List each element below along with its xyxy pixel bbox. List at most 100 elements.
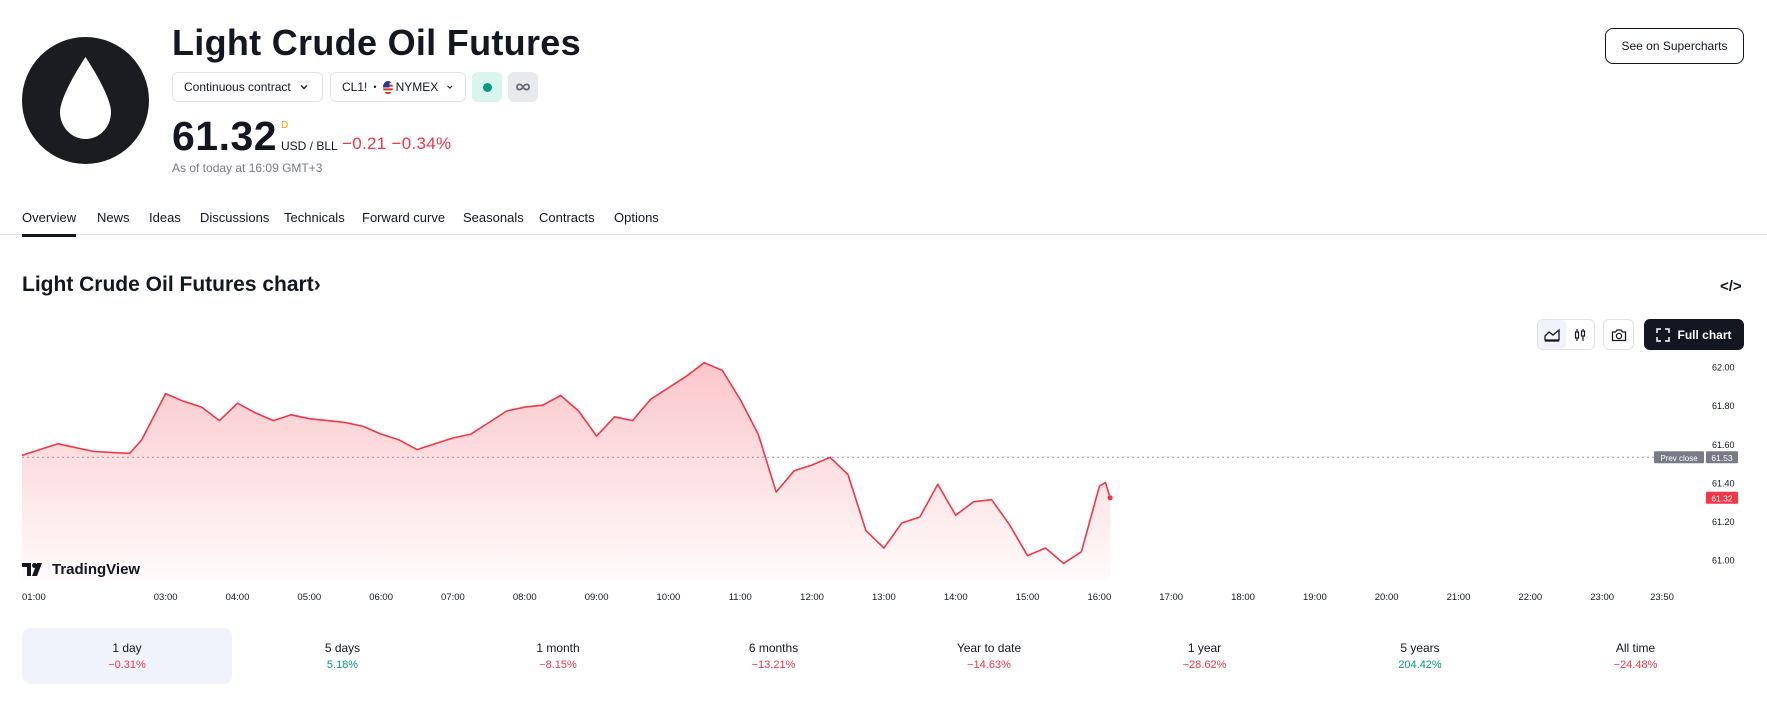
x-tick-label: 04:00	[226, 592, 250, 603]
price-area-fill	[22, 362, 1111, 580]
last-price-badge	[1706, 491, 1738, 504]
x-tick-label: 11:00	[729, 592, 752, 603]
x-tick-label: 23:50	[1650, 592, 1674, 603]
period-change: 5.18%	[326, 659, 359, 671]
x-tick-label: 08:00	[513, 592, 537, 603]
market-status-badge[interactable]	[472, 72, 502, 102]
tab-discussions[interactable]: Discussions	[200, 210, 270, 225]
period-label: 1 day	[112, 641, 142, 655]
x-tick-label: 21:00	[1447, 592, 1471, 603]
x-tick-label: 06:00	[369, 592, 393, 603]
tab-options[interactable]: Options	[614, 210, 659, 225]
snapshot-button[interactable]	[1603, 319, 1634, 350]
x-tick-label: 22:00	[1518, 592, 1542, 603]
y-tick-label: 62.00	[1712, 363, 1735, 373]
full-chart-button[interactable]: Full chart	[1644, 319, 1744, 350]
x-tick-label: 09:00	[585, 592, 609, 603]
x-tick-label: 05:00	[297, 592, 321, 603]
symbol-code: CL1!	[342, 80, 368, 94]
x-tick-label: 12:00	[800, 592, 824, 603]
period-1-month[interactable]: 1 month −8.15%	[453, 628, 663, 684]
period-6-months[interactable]: 6 months −13.21%	[669, 628, 879, 684]
camera-icon	[1611, 328, 1626, 341]
y-tick-label: 61.20	[1712, 517, 1735, 527]
x-tick-label: 03:00	[154, 592, 178, 603]
price-chart[interactable]: 62.00 61.80 61.60 61.40 61.20 61.00 Prev close…	[0, 355, 1767, 610]
last-price: 61.32	[172, 113, 278, 159]
prev-close-value: 61.53	[1711, 453, 1733, 463]
period-5-years[interactable]: 5 years 204.42%	[1315, 628, 1525, 684]
y-tick-label: 61.60	[1712, 440, 1735, 450]
period-change: −8.15%	[539, 659, 577, 671]
tab-seasonals[interactable]: Seasonals	[463, 210, 524, 225]
page-title: Light Crude Oil Futures	[172, 22, 581, 63]
full-chart-label: Full chart	[1677, 327, 1732, 342]
period-5-days[interactable]: 5 days 5.18%	[238, 628, 448, 684]
chart-section-title[interactable]: Light Crude Oil Futures chart›	[22, 273, 321, 297]
period-label: All time	[1615, 641, 1656, 655]
oil-drop-icon	[60, 57, 111, 139]
last-price-point	[1107, 495, 1113, 501]
tab-ideas[interactable]: Ideas	[149, 210, 181, 225]
last-price-badge-value: 61.32	[1711, 493, 1733, 503]
period-change: −0.31%	[108, 659, 146, 671]
tab-contracts[interactable]: Contracts	[539, 210, 595, 225]
tradingview-logo-icon	[22, 562, 42, 576]
chart-title-text: Light Crude Oil Futures chart	[22, 273, 314, 296]
continuous-badge[interactable]	[508, 72, 538, 102]
chevron-down-icon	[447, 85, 453, 89]
tab-forward-curve[interactable]: Forward curve	[362, 210, 446, 225]
tradingview-brand: TradingView	[52, 561, 141, 578]
x-tick-label: 07:00	[441, 592, 465, 603]
x-tick-label: 10:00	[657, 592, 681, 603]
candles-chart-button[interactable]	[1566, 320, 1594, 349]
period-all-time[interactable]: All time −24.48%	[1531, 628, 1741, 684]
period-change: −28.62%	[1182, 659, 1227, 671]
period-change: 204.42%	[1398, 659, 1442, 671]
period-1-day[interactable]: 1 day −0.31%	[22, 628, 232, 684]
period-label: 5 days	[324, 641, 361, 655]
prev-close-value-bg	[1706, 451, 1738, 464]
infinity-icon	[516, 83, 530, 91]
y-tick-label: 61.40	[1712, 478, 1735, 488]
us-flag-icon	[382, 80, 393, 94]
period-label: Year to date	[956, 641, 1022, 655]
period-label: 5 years	[1400, 641, 1440, 655]
symbol-dropdown[interactable]: CL1! • NYMEX	[330, 72, 466, 102]
x-tick-label: 01:00	[22, 592, 46, 603]
x-tick-label: 19:00	[1303, 592, 1327, 603]
tab-news[interactable]: News	[97, 210, 130, 225]
fullscreen-icon	[1656, 327, 1671, 342]
embed-code-icon[interactable]: </>	[1720, 278, 1742, 295]
period-change: −13.21%	[751, 659, 796, 671]
x-tick-label: 18:00	[1231, 592, 1255, 603]
period-label: 6 months	[748, 641, 799, 655]
x-tick-label: 15:00	[1016, 592, 1040, 603]
period-year-to-date[interactable]: Year to date −14.63%	[884, 628, 1094, 684]
period-1-year[interactable]: 1 year −28.62%	[1100, 628, 1310, 684]
chevron-down-icon	[300, 85, 308, 90]
area-chart-button[interactable]	[1538, 320, 1566, 349]
contract-label: Continuous contract	[184, 80, 291, 94]
x-tick-label: 17:00	[1159, 592, 1183, 603]
x-tick-label: 23:00	[1590, 592, 1614, 603]
section-tabs: Overview News Ideas Discussions Technica…	[0, 203, 1767, 237]
chart-style-toggle	[1537, 319, 1595, 350]
as-of-timestamp: As of today at 16:09 GMT+3	[172, 161, 323, 175]
tradingview-logo[interactable]: TradingView	[22, 561, 140, 578]
chevron-right-icon: ›	[313, 273, 321, 296]
price-change: −0.21 −0.34%	[342, 134, 452, 153]
price-unit: USD / BLL	[281, 139, 338, 153]
market-open-dot-icon	[482, 82, 492, 92]
x-tick-label: 14:00	[944, 592, 968, 603]
tab-technicals[interactable]: Technicals	[284, 210, 345, 225]
tab-overview[interactable]: Overview	[22, 210, 77, 237]
area-chart-icon	[1544, 328, 1560, 342]
x-tick-label: 16:00	[1087, 592, 1111, 603]
see-on-supercharts-button[interactable]: See on Supercharts	[1605, 28, 1744, 64]
prev-close-label-bg	[1654, 451, 1704, 464]
contract-dropdown[interactable]: Continuous contract	[172, 72, 323, 102]
period-change: −24.48%	[1613, 659, 1658, 671]
x-tick-label: 20:00	[1375, 592, 1399, 603]
period-change: −14.63%	[967, 659, 1011, 671]
